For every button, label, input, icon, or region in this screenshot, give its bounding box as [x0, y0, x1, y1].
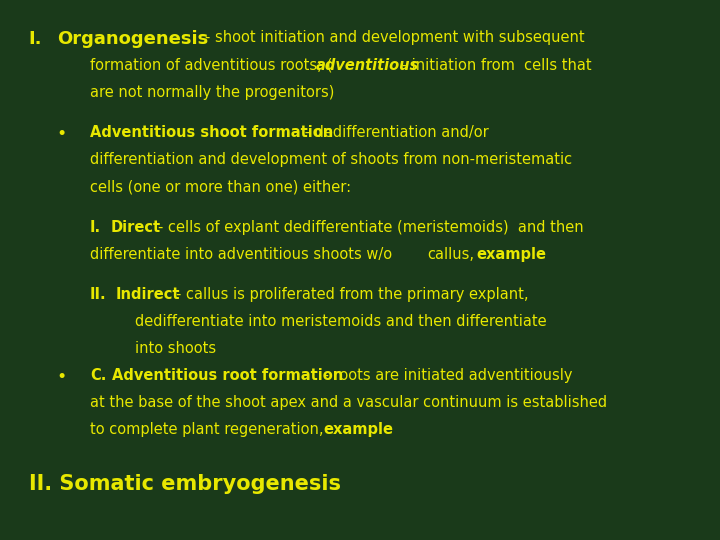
- Text: I.: I.: [29, 30, 42, 48]
- Text: are not normally the progenitors): are not normally the progenitors): [90, 85, 334, 100]
- Text: differentiate into adventitious shoots w/o: differentiate into adventitious shoots w…: [90, 247, 392, 262]
- Text: callus,: callus,: [427, 247, 474, 262]
- Text: to complete plant regeneration,: to complete plant regeneration,: [90, 422, 323, 437]
- Text: Organogenesis: Organogenesis: [58, 30, 209, 48]
- Text: •: •: [56, 368, 66, 386]
- Text: into shoots: into shoots: [135, 341, 216, 356]
- Text: Indirect: Indirect: [116, 287, 181, 302]
- Text: - shoot initiation and development with subsequent: - shoot initiation and development with …: [205, 30, 585, 45]
- Text: dedifferentiate into meristemoids and then differentiate: dedifferentiate into meristemoids and th…: [135, 314, 546, 329]
- Text: Direct: Direct: [110, 220, 161, 235]
- Text: - initiation from  cells that: - initiation from cells that: [397, 58, 591, 73]
- Text: - callus is proliferated from the primary explant,: - callus is proliferated from the primar…: [176, 287, 528, 302]
- Text: •: •: [56, 125, 66, 143]
- Text: - dedifferentiation and/or: - dedifferentiation and/or: [300, 125, 489, 140]
- Text: Adventitious shoot formation: Adventitious shoot formation: [90, 125, 333, 140]
- Text: adventitious: adventitious: [315, 58, 418, 73]
- Text: example: example: [476, 247, 546, 262]
- Text: cells (one or more than one) either:: cells (one or more than one) either:: [90, 179, 351, 194]
- Text: II. Somatic embryogenesis: II. Somatic embryogenesis: [29, 474, 341, 494]
- Text: C.: C.: [90, 368, 107, 383]
- Text: Adventitious root formation: Adventitious root formation: [112, 368, 343, 383]
- Text: - roots are initiated adventitiously: - roots are initiated adventitiously: [319, 368, 572, 383]
- Text: - cells of explant dedifferentiate (meristemoids)  and then: - cells of explant dedifferentiate (meri…: [158, 220, 584, 235]
- Text: I.: I.: [90, 220, 101, 235]
- Text: example: example: [323, 422, 393, 437]
- Text: differentiation and development of shoots from non-meristematic: differentiation and development of shoot…: [90, 152, 572, 167]
- Text: at the base of the shoot apex and a vascular continuum is established: at the base of the shoot apex and a vasc…: [90, 395, 607, 410]
- Text: formation of adventitious roots; (: formation of adventitious roots; (: [90, 58, 333, 73]
- Text: II.: II.: [90, 287, 107, 302]
